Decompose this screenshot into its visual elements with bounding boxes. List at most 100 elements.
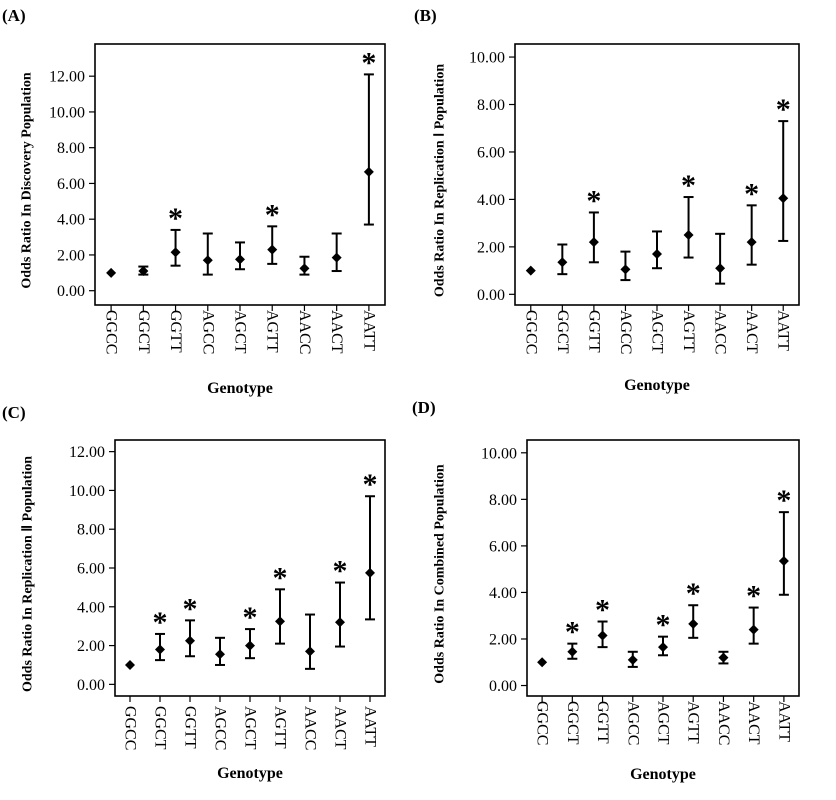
point-estimate-marker bbox=[688, 618, 699, 629]
plot-frame bbox=[526, 439, 800, 697]
significance-star: * bbox=[273, 561, 288, 594]
x-tick-label: GGTT bbox=[585, 310, 602, 353]
y-tick-label: 4.00 bbox=[489, 585, 517, 602]
point-estimate-marker bbox=[652, 248, 662, 259]
chart-panel-a: (A) 0.00 2.00 4.00 6.00 8.00 10.00 12.00 GGCC GGC… bbox=[2, 6, 386, 397]
point-estimate-marker bbox=[170, 247, 181, 258]
y-tick-label: 12.00 bbox=[69, 444, 105, 461]
chart-panel-d: (D) 0.00 2.00 4.00 6.00 8.00 10.00 GGCC GGCT GGTT… bbox=[412, 398, 800, 783]
x-axis-title: Genotype bbox=[207, 380, 273, 397]
x-tick-label: AGTT bbox=[264, 310, 281, 353]
point-estimate-marker bbox=[627, 654, 638, 665]
y-tick-label: 8.00 bbox=[77, 522, 105, 539]
y-tick-label: 8.00 bbox=[57, 140, 85, 157]
x-tick-label: GGTT bbox=[594, 701, 611, 744]
significance-star: * bbox=[744, 177, 759, 210]
x-tick-label: GGTT bbox=[167, 310, 184, 353]
panel-label: (D) bbox=[412, 398, 436, 417]
point-estimate-marker bbox=[363, 166, 374, 177]
significance-star: * bbox=[776, 93, 791, 126]
point-estimate-marker bbox=[567, 646, 578, 657]
point-estimate-marker bbox=[658, 642, 668, 653]
significance-star: * bbox=[363, 468, 378, 501]
point-estimate-marker bbox=[138, 266, 149, 277]
x-tick-label: AGCC bbox=[199, 310, 216, 354]
point-estimate-marker bbox=[620, 264, 631, 275]
y-tick-label: 12.00 bbox=[49, 69, 85, 86]
x-tick-label: AGCT bbox=[655, 701, 672, 745]
y-tick-label: 8.00 bbox=[477, 97, 505, 114]
point-estimate-marker bbox=[267, 244, 278, 255]
x-tick-label: AGCC bbox=[617, 310, 634, 354]
y-tick-label: 10.00 bbox=[481, 445, 517, 462]
x-axis-title: Genotype bbox=[217, 765, 283, 782]
y-tick-label: 4.00 bbox=[477, 192, 505, 209]
point-estimate-marker bbox=[235, 254, 245, 265]
point-estimate-marker bbox=[106, 267, 117, 278]
x-tick-label: AGTT bbox=[680, 310, 697, 353]
significance-star: * bbox=[361, 46, 376, 79]
x-axis-title: Genotype bbox=[624, 377, 690, 394]
point-estimate-marker bbox=[331, 252, 342, 263]
x-tick-label: AGTT bbox=[272, 706, 289, 749]
x-tick-label: GGCT bbox=[554, 310, 571, 354]
y-tick-label: 10.00 bbox=[469, 50, 505, 67]
x-tick-label: GGTT bbox=[182, 706, 199, 749]
y-tick-label: 2.00 bbox=[489, 631, 517, 648]
y-tick-label: 10.00 bbox=[49, 104, 85, 121]
x-tick-label: GGCC bbox=[103, 310, 120, 354]
x-tick-label: GGCC bbox=[122, 706, 139, 750]
significance-star: * bbox=[153, 606, 168, 639]
y-tick-label: 2.00 bbox=[57, 247, 85, 264]
point-estimate-marker bbox=[525, 265, 536, 276]
point-estimate-marker bbox=[683, 230, 694, 241]
x-tick-label: GGCT bbox=[152, 706, 169, 750]
significance-star: * bbox=[586, 184, 601, 217]
significance-star: * bbox=[746, 580, 761, 613]
x-tick-label: AACT bbox=[332, 706, 349, 750]
x-tick-label: AACT bbox=[745, 701, 762, 745]
chart-panel-c: (C) 0.00 2.00 4.00 6.00 8.00 10.00 12.00 GGCC GGC… bbox=[2, 403, 386, 782]
significance-star: * bbox=[595, 594, 610, 627]
x-tick-label: AACC bbox=[712, 310, 729, 354]
point-estimate-marker bbox=[597, 630, 608, 641]
panel-label: (A) bbox=[2, 6, 26, 25]
y-tick-label: 6.00 bbox=[57, 176, 85, 193]
panel-label: (B) bbox=[414, 6, 437, 25]
x-tick-label: AGCT bbox=[242, 706, 259, 750]
y-tick-label: 2.00 bbox=[477, 239, 505, 256]
point-estimate-marker bbox=[202, 255, 213, 266]
x-tick-label: AATT bbox=[775, 701, 792, 742]
point-estimate-marker bbox=[275, 616, 285, 627]
point-estimate-marker bbox=[537, 657, 548, 668]
y-tick-label: 4.00 bbox=[57, 212, 85, 229]
y-axis-title: Odds Ratio In Replication Ⅱ Population bbox=[21, 456, 36, 692]
y-tick-label: 8.00 bbox=[489, 492, 517, 509]
point-estimate-marker bbox=[185, 635, 195, 646]
point-estimate-marker bbox=[299, 263, 310, 274]
x-tick-label: AGCC bbox=[624, 701, 641, 745]
x-tick-label: AACT bbox=[328, 310, 345, 354]
point-estimate-marker bbox=[155, 644, 165, 655]
y-tick-label: 0.00 bbox=[489, 678, 517, 695]
significance-star: * bbox=[686, 577, 701, 610]
point-estimate-marker bbox=[557, 257, 568, 268]
point-estimate-marker bbox=[778, 193, 789, 204]
y-tick-label: 6.00 bbox=[77, 561, 105, 578]
x-tick-label: GGCC bbox=[534, 701, 551, 745]
y-tick-label: 6.00 bbox=[489, 538, 517, 555]
y-tick-label: 6.00 bbox=[477, 144, 505, 161]
significance-star: * bbox=[168, 202, 183, 235]
y-axis-title: Odds Ratio In Discovery Population bbox=[20, 72, 35, 288]
significance-star: * bbox=[243, 601, 258, 634]
x-tick-label: AGTT bbox=[685, 701, 702, 744]
significance-star: * bbox=[681, 169, 696, 202]
x-tick-label: GGCC bbox=[522, 310, 539, 354]
x-tick-label: GGCT bbox=[135, 310, 152, 354]
y-tick-label: 0.00 bbox=[77, 677, 105, 694]
y-tick-label: 10.00 bbox=[69, 483, 105, 500]
x-tick-label: AACC bbox=[302, 706, 319, 750]
x-tick-label: AGCC bbox=[212, 706, 229, 750]
x-tick-label: AGCT bbox=[232, 310, 249, 354]
